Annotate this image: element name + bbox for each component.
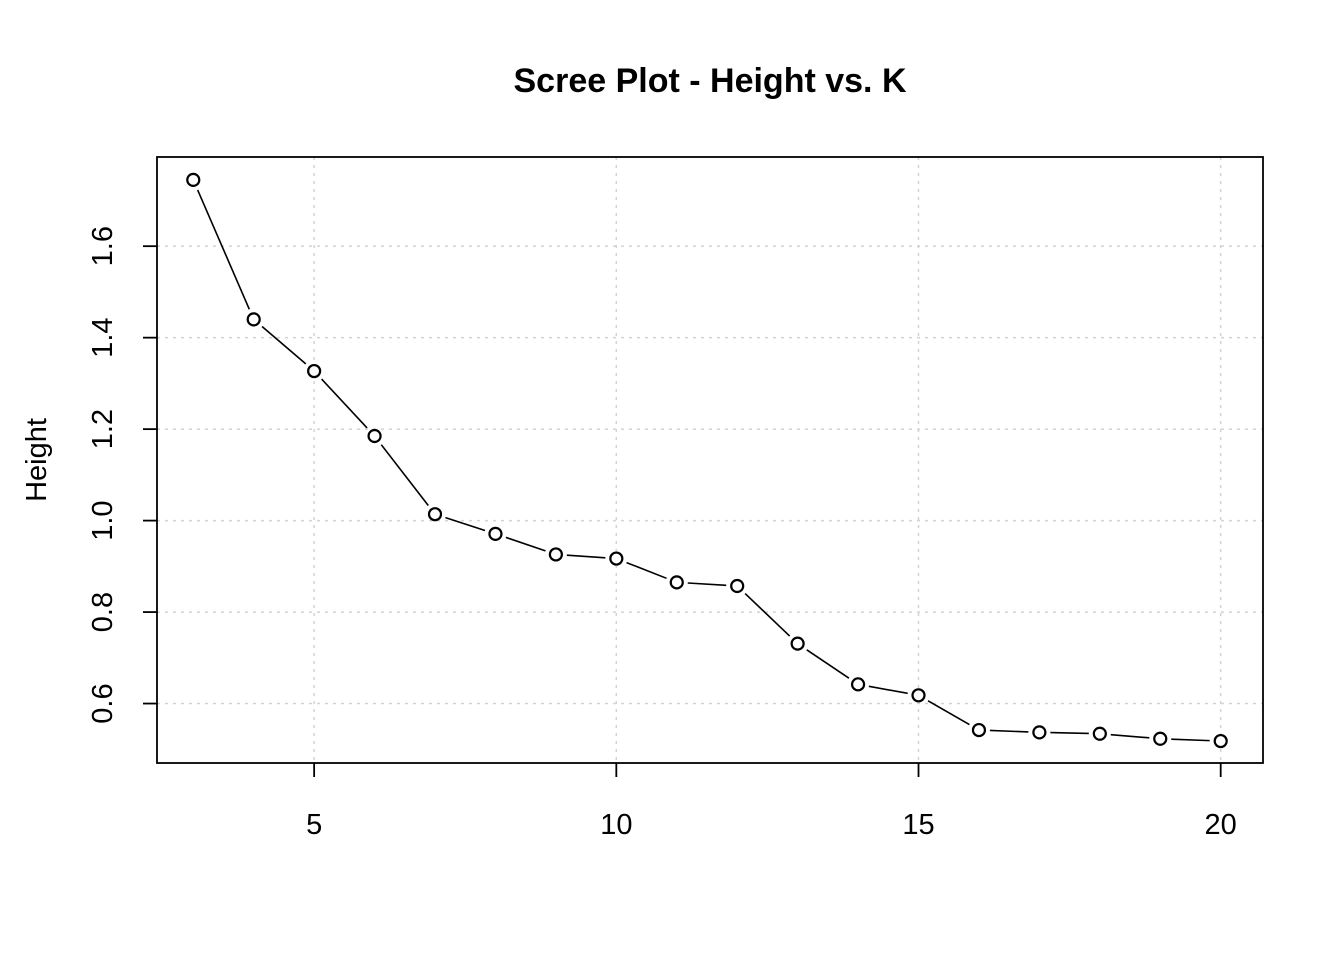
line-segment-2 <box>321 378 368 429</box>
y-tick-label-5: 1.6 <box>87 226 119 266</box>
data-points <box>186 172 1228 749</box>
data-point-k-18 <box>1092 726 1107 741</box>
x-tick-label-1: 10 <box>600 809 632 841</box>
data-point-k-6 <box>367 428 382 444</box>
line-segment-6 <box>566 554 606 559</box>
line-segment-14 <box>1050 731 1089 735</box>
data-point-k-12 <box>730 578 745 594</box>
line-segment-8 <box>687 582 727 587</box>
data-line <box>196 189 1210 742</box>
line-segment-11 <box>868 685 908 695</box>
data-point-k-7 <box>427 507 443 522</box>
y-tick-label-0: 0.6 <box>87 683 119 723</box>
line-segment-0 <box>196 189 251 310</box>
line-segment-4 <box>445 516 486 532</box>
line-segment-15 <box>1110 733 1150 739</box>
axes: 5 10 15 20 0.6 0.8 1.0 1.2 1.4 1.6 <box>87 226 1237 841</box>
line-segment-7 <box>626 561 667 580</box>
line-segment-1 <box>261 325 307 365</box>
y-tick-label-1: 0.8 <box>87 592 119 632</box>
chart-title: Scree Plot - Height vs. K <box>514 62 907 100</box>
data-point-k-16 <box>971 722 987 738</box>
data-point-k-19 <box>1153 731 1168 746</box>
y-axis-label: Height <box>21 418 53 502</box>
x-tick-label-2: 15 <box>902 809 934 841</box>
line-segment-5 <box>505 536 546 552</box>
line-segment-12 <box>927 700 970 726</box>
line-segment-13 <box>989 729 1029 733</box>
data-point-k-3 <box>186 172 201 187</box>
data-point-k-9 <box>548 547 563 562</box>
data-point-k-10 <box>609 551 624 566</box>
line-segment-10 <box>806 649 850 679</box>
data-point-k-13 <box>790 636 805 651</box>
x-tick-label-0: 5 <box>306 809 322 841</box>
data-point-k-11 <box>669 575 684 590</box>
data-point-k-17 <box>1032 725 1047 740</box>
data-point-k-14 <box>850 677 866 692</box>
x-tick-label-3: 20 <box>1205 809 1237 841</box>
y-tick-label-4: 1.4 <box>87 317 119 357</box>
data-point-k-5 <box>307 363 322 379</box>
data-point-k-20 <box>1213 733 1228 749</box>
plot-frame <box>156 156 1264 764</box>
data-point-k-4 <box>246 312 261 327</box>
data-point-k-15 <box>911 688 926 703</box>
grid-lines <box>157 157 1263 763</box>
line-segment-9 <box>744 593 791 637</box>
y-tick-label-2: 1.0 <box>87 500 119 540</box>
line-segment-16 <box>1171 738 1210 742</box>
data-point-k-8 <box>488 526 503 541</box>
line-segment-3 <box>380 444 429 506</box>
y-tick-label-3: 1.2 <box>87 409 119 449</box>
